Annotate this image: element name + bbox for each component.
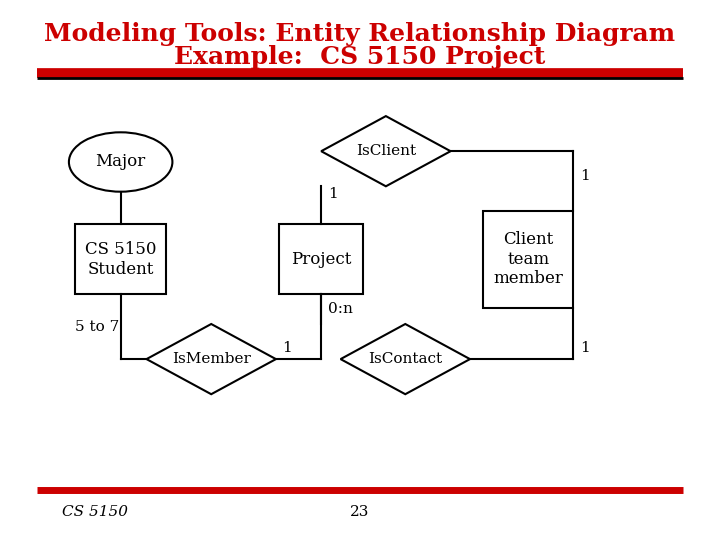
Text: Project: Project	[291, 251, 351, 268]
Text: CS 5150: CS 5150	[63, 505, 128, 519]
Text: 23: 23	[351, 505, 369, 519]
Text: 0:n: 0:n	[328, 302, 353, 316]
Bar	[483, 211, 573, 308]
Bar	[76, 224, 166, 294]
Text: 1: 1	[282, 341, 292, 355]
Text: IsMember: IsMember	[172, 352, 251, 366]
Text: 5 to 7: 5 to 7	[76, 320, 120, 334]
Text: CS 5150
Student: CS 5150 Student	[85, 241, 156, 278]
Text: 1: 1	[580, 168, 590, 183]
Text: 1: 1	[580, 341, 590, 355]
Text: IsContact: IsContact	[368, 352, 442, 366]
Text: Major: Major	[96, 153, 145, 171]
Text: Example:  CS 5150 Project: Example: CS 5150 Project	[174, 45, 546, 69]
Text: Modeling Tools: Entity Relationship Diagram: Modeling Tools: Entity Relationship Diag…	[45, 22, 675, 46]
Text: Client
team
member: Client team member	[493, 231, 563, 287]
Text: 1: 1	[328, 187, 338, 201]
Text: IsClient: IsClient	[356, 144, 416, 158]
Bar	[279, 224, 363, 294]
